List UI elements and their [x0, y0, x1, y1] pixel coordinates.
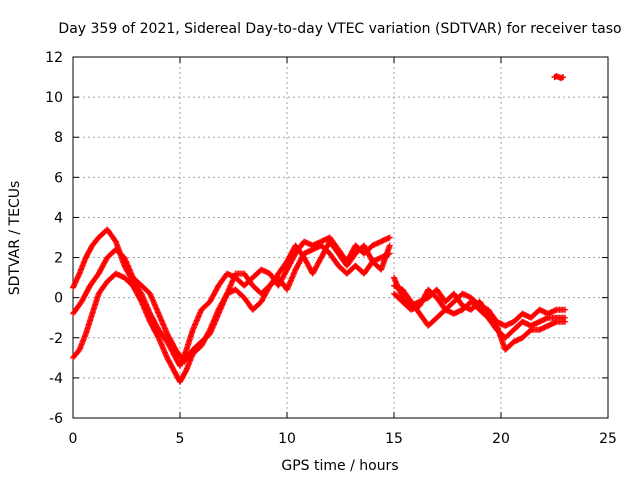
- data-point: [562, 318, 569, 325]
- x-tick-label: 5: [176, 431, 185, 447]
- x-tick-label: 0: [69, 431, 78, 447]
- x-tick-label: 20: [492, 431, 510, 447]
- x-tick-label: 10: [278, 431, 296, 447]
- grid-lines: [73, 57, 608, 418]
- axis-ticks: 0 5 10 15 20 25 -6 -4 -2 0 2 4 6 8 10 12: [45, 50, 617, 447]
- y-tick-label: 12: [45, 50, 63, 66]
- y-tick-label: 4: [54, 210, 63, 226]
- data-points: [70, 73, 569, 385]
- y-tick-label: -6: [49, 411, 63, 427]
- data-point: [386, 234, 393, 241]
- series-track-c: [70, 238, 393, 385]
- y-tick-label: 2: [54, 251, 63, 267]
- data-point: [560, 74, 567, 81]
- data-point: [562, 306, 569, 313]
- series-track-f: [391, 274, 569, 353]
- data-point: [386, 242, 393, 249]
- x-tick-label: 25: [599, 431, 617, 447]
- x-tick-label: 15: [385, 431, 403, 447]
- series-outlier-cluster: [551, 73, 567, 82]
- y-tick-label: 6: [54, 170, 63, 186]
- y-tick-label: -2: [49, 331, 63, 347]
- y-axis-label: SDTVAR / TECUs: [7, 181, 23, 296]
- y-tick-label: 8: [54, 130, 63, 146]
- y-tick-label: -4: [49, 371, 63, 387]
- series-track-a: [70, 226, 393, 369]
- plot-border: [72, 56, 609, 419]
- y-tick-label: 0: [54, 291, 63, 307]
- chart-title: Day 359 of 2021, Sidereal Day-to-day VTE…: [58, 21, 621, 37]
- y-tick-label: 10: [45, 90, 63, 106]
- x-axis-label: GPS time / hours: [281, 458, 398, 474]
